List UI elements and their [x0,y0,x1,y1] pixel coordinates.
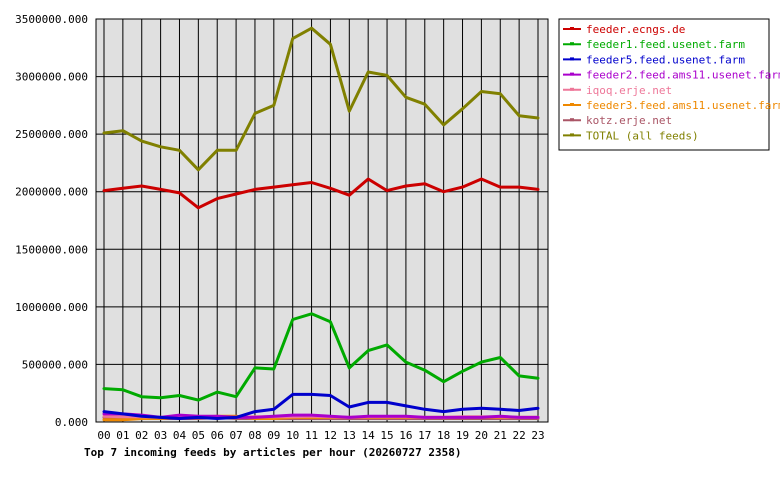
x-axis-ticks: 00 01 02 03 04 05 06 07 08 09 10 11 12 13 14 15 16 17 18 19… [97,429,544,442]
legend-marker [570,42,574,46]
x-tick-label: 19 [456,429,469,442]
x-tick-label: 22 [513,429,526,442]
legend-label: feeder3.feed.ams11.usenet.farm [586,99,780,112]
y-tick-label: 500000.000 [22,358,88,371]
x-tick-label: 00 [97,429,110,442]
x-tick-label: 15 [380,429,393,442]
x-tick-label: 20 [475,429,488,442]
series-line-feeder-ecngs-de [102,177,540,210]
legend-marker [570,27,574,30]
legend-marker [570,72,574,76]
y-tick-label: 3500000.000 [15,13,88,26]
x-tick-label: 16 [399,429,412,442]
x-tick-label: 03 [154,429,167,442]
y-tick-label: 1000000.000 [15,301,88,314]
plot-area [96,19,548,422]
legend-marker [570,118,574,122]
legend-marker [570,133,574,137]
x-tick-label: 21 [494,429,507,442]
x-tick-label: 23 [531,429,544,442]
legend-label: feeder1.feed.usenet.farm [586,38,745,51]
plot-border [95,18,549,423]
x-tick-label: 10 [286,429,299,442]
chart-title: Top 7 incoming feeds by articles per hou… [84,446,462,459]
x-tick-label: 12 [324,429,337,442]
x-tick-label: 11 [305,429,318,442]
legend-marker [570,103,574,106]
series-line-feeder1-feed-usenet-farm [102,312,540,402]
series-line-total-all-feeds- [102,26,540,172]
x-tick-label: 05 [192,429,205,442]
x-tick-label: 17 [418,429,431,442]
series-line-feeder5-feed-usenet-farm [102,392,540,420]
legend-marker [570,87,574,91]
y-axis-ticks: 0.000 500000.000 1000000.000 1500000.000 200… [15,13,88,429]
legend-box [558,18,770,151]
legend-label: feeder5.feed.usenet.farm [586,53,745,66]
series-line-feeder2-feed-ams11-usenet-farm [102,412,540,419]
x-tick-label: 01 [116,429,129,442]
y-tick-label: 3000000.000 [15,71,88,84]
legend-marker [570,57,574,61]
y-tick-label: 2500000.000 [15,128,88,141]
legend-label: iqoq.erje.net [586,84,672,97]
x-tick-label: 18 [437,429,450,442]
y-tick-label: 0.000 [55,416,88,429]
x-tick-label: 09 [267,429,280,442]
legend-label: kotz.erje.net [586,114,672,127]
x-tick-label: 13 [343,429,356,442]
x-tick-label: 02 [135,429,148,442]
legend-label: feeder.ecngs.de [586,23,685,36]
x-tick-label: 07 [229,429,242,442]
legend-label: feeder2.feed.ams11.usenet.farm [586,69,780,82]
series-lines [102,26,540,422]
x-tick-label: 14 [362,429,376,442]
grid [96,19,548,422]
y-tick-label: 2000000.000 [15,186,88,199]
legend-label: TOTAL (all feeds) [586,129,699,142]
y-tick-label: 1500000.000 [15,243,88,256]
x-tick-label: 04 [173,429,187,442]
legend: feeder.ecngs.de feeder1.feed.usenet.farm f… [563,23,780,142]
x-tick-label: 08 [248,429,261,442]
x-tick-label: 06 [211,429,224,442]
